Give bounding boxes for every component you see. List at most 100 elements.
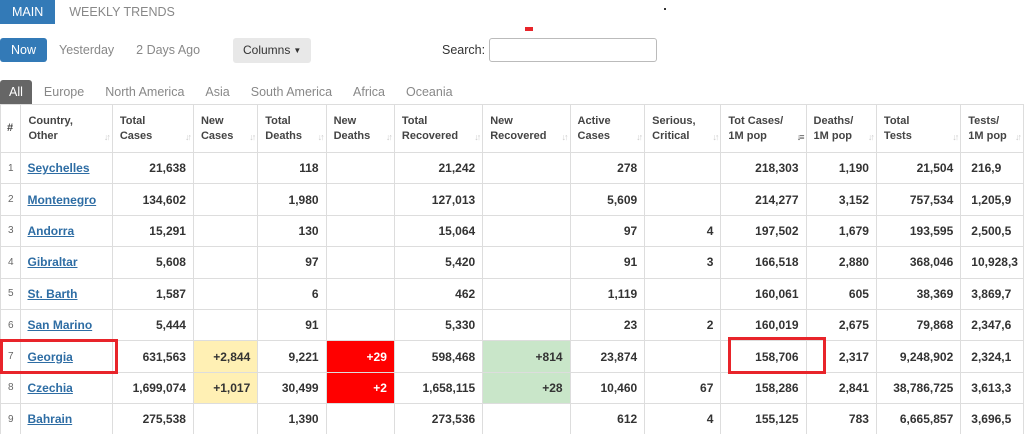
header-tests-per-million[interactable]: Tests/1M pop ↓↑ bbox=[960, 104, 1024, 153]
sort-desc-icon[interactable]: ↓≡ bbox=[796, 132, 805, 142]
total-tests-cell: 6,665,857 bbox=[875, 403, 962, 434]
new-recovered-cell bbox=[482, 183, 571, 216]
header-cases-per-million[interactable]: Tot Cases/1M pop ↓≡ bbox=[720, 104, 807, 153]
columns-button[interactable]: Columns ▼ bbox=[233, 38, 312, 63]
header-index[interactable]: # bbox=[0, 104, 22, 153]
header-new-recovered[interactable]: New Recovered ↓↑ bbox=[482, 104, 571, 153]
new-cases-cell bbox=[192, 277, 259, 310]
header-label-line1: # bbox=[7, 122, 14, 134]
tests-per-million-cell: 1,205,9 bbox=[960, 183, 1024, 216]
country-link[interactable]: St. Barth bbox=[27, 286, 78, 301]
now-button[interactable]: Now bbox=[0, 38, 48, 62]
sort-icon[interactable]: ↓↑ bbox=[712, 132, 719, 142]
sort-icon[interactable]: ↓↑ bbox=[1015, 132, 1022, 142]
tab-weekly-trends[interactable]: WEEKLY TRENDS bbox=[69, 5, 175, 19]
deaths-per-million-cell: 2,841 bbox=[805, 371, 877, 405]
total-deaths-cell: 1,980 bbox=[257, 183, 327, 216]
country-link[interactable]: Montenegro bbox=[27, 192, 97, 207]
region-tab-africa[interactable]: Africa bbox=[353, 85, 385, 99]
critical-cell: 4 bbox=[644, 214, 722, 248]
sort-icon[interactable]: ↓↑ bbox=[103, 132, 111, 142]
header-serious-critical[interactable]: Serious, Critical ↓↑ bbox=[644, 104, 722, 153]
total-cases-cell: 1,587 bbox=[111, 277, 194, 310]
new-cases-cell bbox=[192, 403, 259, 434]
search-input[interactable] bbox=[489, 38, 657, 62]
sort-icon[interactable]: ↓↑ bbox=[385, 132, 393, 142]
cases-per-million-cell: 158,706 bbox=[720, 340, 807, 373]
header-total-cases[interactable]: Total Cases ↓↑ bbox=[111, 104, 194, 153]
two-days-ago-button[interactable]: 2 Days Ago bbox=[136, 43, 201, 57]
critical-cell bbox=[644, 340, 722, 373]
country-cell: Czechia bbox=[20, 371, 113, 405]
caret-down-icon: ▼ bbox=[293, 46, 302, 55]
tests-per-million-cell: 3,869,7 bbox=[960, 277, 1024, 310]
table-row: 6 San Marino 5,444 91 5,330 23 2 160,019 2,675 79… bbox=[0, 308, 1024, 342]
sort-icon[interactable]: ↓↑ bbox=[317, 132, 325, 142]
country-link[interactable]: Czechia bbox=[27, 380, 73, 395]
country-link[interactable]: Gibraltar bbox=[27, 255, 78, 270]
header-new-deaths[interactable]: New Deaths ↓↑ bbox=[325, 104, 395, 153]
total-deaths-cell: 91 bbox=[257, 308, 327, 342]
new-deaths-cell bbox=[325, 277, 395, 310]
sort-icon[interactable]: ↓↑ bbox=[474, 132, 481, 142]
sort-icon[interactable]: ↓↑ bbox=[184, 132, 192, 142]
header-active-cases[interactable]: Active Cases ↓↑ bbox=[569, 104, 646, 153]
sort-icon[interactable]: ↓↑ bbox=[249, 132, 256, 142]
critical-cell: 2 bbox=[644, 308, 722, 342]
total-recovered-cell: 273,536 bbox=[393, 403, 484, 434]
yesterday-button[interactable]: Yesterday bbox=[59, 43, 115, 57]
sort-icon[interactable]: ↓↑ bbox=[636, 132, 643, 142]
row-index: 2 bbox=[0, 183, 22, 216]
new-cases-cell: +1,017 bbox=[192, 371, 259, 405]
country-link[interactable]: San Marino bbox=[27, 318, 93, 333]
header-label-line1: Total bbox=[265, 114, 291, 127]
total-tests-cell: 757,534 bbox=[875, 183, 962, 216]
critical-cell bbox=[644, 183, 722, 216]
total-recovered-cell: 1,658,115 bbox=[393, 371, 484, 405]
top-tabs: MAIN WEEKLY TRENDS bbox=[0, 0, 187, 24]
total-tests-cell: 38,786,725 bbox=[875, 371, 962, 405]
country-link[interactable]: Georgia bbox=[27, 349, 73, 364]
header-label-line2: Tests bbox=[883, 129, 912, 142]
critical-cell: 67 bbox=[644, 371, 722, 405]
header-country[interactable]: Country, Other ↓↑ bbox=[20, 104, 113, 153]
table-row: 4 Gibraltar 5,608 97 5,420 91 3 166,518 2,880 368… bbox=[0, 246, 1024, 279]
total-cases-cell: 134,602 bbox=[111, 183, 194, 216]
country-link[interactable]: Bahrain bbox=[27, 412, 73, 427]
header-total-recovered[interactable]: Total Recovered ↓↑ bbox=[393, 104, 484, 153]
deaths-per-million-cell: 3,152 bbox=[805, 183, 877, 216]
region-tab-south-america[interactable]: South America bbox=[250, 85, 333, 99]
sort-icon[interactable]: ↓↑ bbox=[561, 132, 569, 142]
table-row: 2 Montenegro 134,602 1,980 127,013 5,609 214,2… bbox=[0, 183, 1024, 216]
country-cell: Gibraltar bbox=[20, 246, 113, 279]
region-tab-oceania[interactable]: Oceania bbox=[406, 85, 453, 99]
header-deaths-per-million[interactable]: Deaths/1M pop ↓↑ bbox=[805, 104, 877, 153]
total-deaths-cell: 9,221 bbox=[257, 340, 327, 373]
columns-button-label: Columns bbox=[243, 43, 291, 57]
sort-icon[interactable]: ↓↑ bbox=[867, 132, 875, 142]
country-link[interactable]: Andorra bbox=[27, 223, 75, 238]
region-tab-north-america[interactable]: North America bbox=[105, 85, 185, 99]
region-tab-all[interactable]: All bbox=[0, 80, 32, 104]
table-row: 8 Czechia 1,699,074 +1,017 30,499 +2 1,658,115… bbox=[0, 371, 1024, 405]
header-total-deaths[interactable]: Total Deaths ↓↑ bbox=[257, 104, 327, 153]
tab-main[interactable]: MAIN bbox=[0, 0, 56, 24]
new-deaths-cell bbox=[325, 246, 395, 279]
header-new-cases[interactable]: New Cases ↓↑ bbox=[192, 104, 259, 153]
active-cases-cell: 23 bbox=[569, 308, 646, 342]
total-recovered-cell: 127,013 bbox=[393, 183, 484, 216]
header-label-line1: Tot Cases/ bbox=[728, 114, 784, 127]
red-marker bbox=[525, 27, 533, 31]
covid-data-table: # Country, Other ↓↑ Total Cases ↓↑ New Cases ↓↑ To… bbox=[0, 104, 1024, 434]
country-link[interactable]: Seychelles bbox=[27, 161, 90, 176]
region-tab-asia[interactable]: Asia bbox=[205, 85, 230, 99]
new-recovered-cell bbox=[482, 151, 571, 185]
new-cases-cell: +2,844 bbox=[192, 340, 259, 373]
new-recovered-cell bbox=[482, 277, 571, 310]
sort-icon[interactable]: ↓↑ bbox=[952, 132, 959, 142]
header-label-line2: Other bbox=[28, 129, 58, 142]
header-total-tests[interactable]: Total Tests ↓↑ bbox=[875, 104, 962, 153]
country-cell: Seychelles bbox=[20, 151, 113, 185]
region-tab-europe[interactable]: Europe bbox=[43, 85, 85, 99]
deaths-per-million-cell: 1,679 bbox=[805, 214, 877, 248]
